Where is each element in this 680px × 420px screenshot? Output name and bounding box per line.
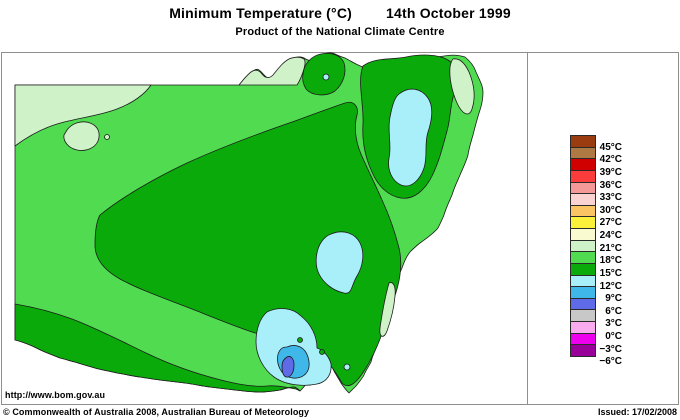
copyright-notice: © Commonwealth of Australia 2008, Austra… [3,407,310,417]
bom-url: http://www.bom.gov.au [5,390,106,400]
legend-bar [570,135,596,357]
legend-label: 0°C [605,331,622,343]
legend-label: 3°C [605,318,622,330]
legend-label: −3°C [599,343,622,355]
legend-label: 33°C [599,192,622,204]
region-north-dot-9-12c [322,73,330,81]
region-se-coast-sliver-18-21c [379,282,396,337]
region-west-dot-18-21c [104,134,110,140]
nsw-temperature-map [14,52,484,394]
legend-label: −6°C [599,356,622,368]
map-date: 14th October 1999 [386,5,511,21]
legend-label: 18°C [599,255,622,267]
region-nw-18-21c [14,84,152,147]
region-se-dot-9-12c [343,363,351,371]
legend-label: 21°C [599,242,622,254]
legend-label: 12°C [599,280,622,292]
legend-label: 6°C [605,305,622,317]
region-west-island-18-21c [63,121,100,151]
legend-label: 15°C [599,267,622,279]
legend-color-box [570,344,596,357]
legend-label: 24°C [599,230,622,242]
island-dot-12-15c-b [319,349,325,355]
island-dot-12-15c-a [297,337,303,343]
page-title: Minimum Temperature (°C) [169,5,353,21]
legend-label: 45°C [599,141,622,153]
legend-label: 30°C [599,204,622,216]
region-alpine-3-6c [281,356,295,378]
legend-panel-divider [527,52,528,404]
region-northeast-9-12c [388,88,433,187]
region-north-blob-12-15c [302,53,346,96]
region-north-bump-18-21c [238,56,306,86]
issued-date: Issued: 17/02/2008 [597,407,677,417]
legend-label: 39°C [599,166,622,178]
region-central-east-9-12c [315,231,364,294]
page-subtitle: Product of the National Climate Centre [235,26,445,38]
map-header: Minimum Temperature (°C) 14th October 19… [0,5,680,21]
legend-label: 36°C [599,179,622,191]
region-ne-coast-18-21c [449,58,475,115]
legend-label: 9°C [605,293,622,305]
legend-label: 42°C [599,154,622,166]
region-south-border-12-15c [14,303,301,393]
legend-label: 27°C [599,217,622,229]
